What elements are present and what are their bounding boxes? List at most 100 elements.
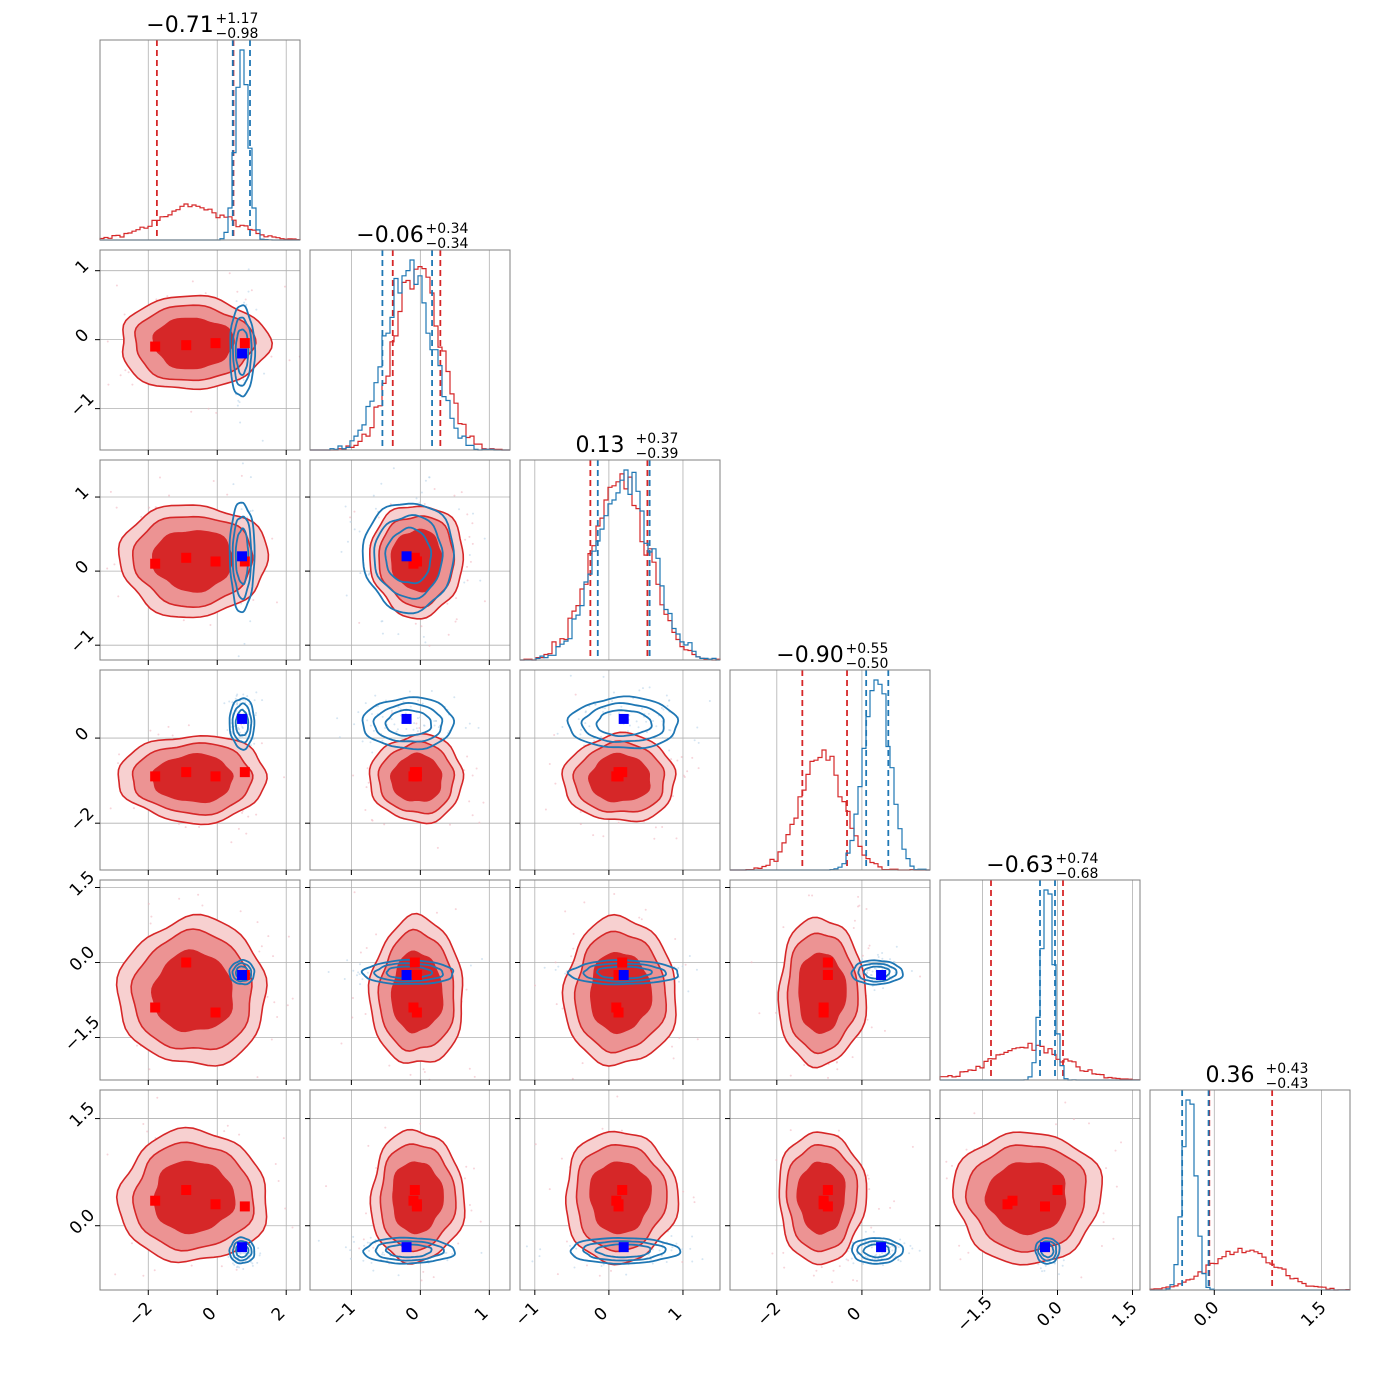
sample-point: [247, 815, 250, 818]
sample-point: [883, 1029, 886, 1032]
sample-point: [245, 832, 248, 835]
sample-point: [451, 1252, 454, 1255]
sample-point: [284, 1207, 287, 1210]
sample-point: [423, 1070, 426, 1073]
sample-point: [665, 694, 668, 697]
marker-blue: [401, 713, 412, 724]
sample-point: [466, 513, 469, 516]
panel-title-plus: +0.34: [426, 221, 469, 237]
sample-point: [415, 722, 418, 725]
sample-point: [553, 733, 556, 736]
sample-point: [353, 891, 356, 894]
marker-blue: [401, 551, 412, 562]
sample-point: [873, 967, 876, 970]
sample-point: [291, 1226, 294, 1229]
marker-red: [181, 1185, 192, 1195]
sample-point: [572, 932, 575, 935]
sample-point: [693, 739, 696, 742]
sample-point: [637, 726, 640, 729]
sample-point: [837, 1129, 840, 1132]
sample-point: [882, 1264, 885, 1267]
panel-title-value: −0.06: [356, 223, 423, 248]
sample-point: [424, 479, 427, 482]
sample-point: [381, 715, 384, 718]
sample-point: [416, 730, 419, 733]
sample-point: [366, 719, 369, 722]
panel-title-plus: +0.74: [1056, 851, 1099, 867]
sample-point: [472, 512, 475, 515]
sample-point: [381, 1253, 384, 1256]
sample-point: [870, 1246, 873, 1249]
scatter-panel-6-5: [935, 1089, 1141, 1295]
sample-point: [1044, 1264, 1047, 1267]
sample-point: [357, 711, 360, 714]
sample-point: [433, 488, 436, 491]
scatter-panel-5-3: [515, 879, 721, 1085]
sample-point: [453, 494, 456, 497]
sample-point: [303, 302, 305, 304]
sample-point: [881, 957, 884, 960]
sample-point: [113, 563, 116, 566]
marker-red: [150, 1195, 161, 1206]
sample-point: [317, 1239, 320, 1242]
contour-blue: [234, 328, 250, 376]
sample-point: [671, 1045, 674, 1048]
panel-title-plus: +0.37: [636, 431, 679, 447]
marker-red: [181, 552, 192, 563]
sample-point: [247, 268, 250, 271]
sample-point: [1057, 1273, 1060, 1276]
marker-blue: [237, 551, 248, 562]
sample-point: [454, 908, 457, 911]
sample-point: [610, 1269, 613, 1272]
sample-point: [353, 528, 356, 531]
sample-point: [415, 727, 418, 730]
sample-point: [468, 1203, 471, 1206]
scatter-panel-4-3: [515, 669, 721, 875]
sample-point: [692, 1196, 695, 1199]
sample-point: [232, 483, 235, 486]
sample-point: [140, 515, 143, 518]
sample-point: [277, 1180, 280, 1183]
sample-point: [478, 821, 481, 824]
contour-blue: [580, 702, 665, 743]
sample-point: [847, 1259, 850, 1262]
sample-point: [397, 706, 400, 709]
sample-point: [561, 1007, 564, 1010]
sample-point: [227, 1255, 230, 1258]
sample-point: [369, 741, 372, 744]
sample-point: [344, 505, 347, 508]
sample-point: [564, 972, 567, 975]
sample-point: [353, 510, 356, 513]
sample-point: [750, 961, 753, 964]
sample-point: [885, 1239, 888, 1242]
sample-point: [782, 926, 785, 929]
sample-point: [427, 1259, 430, 1262]
sample-point: [236, 726, 239, 729]
sample-point: [261, 699, 264, 702]
contour-blue: [384, 1243, 433, 1259]
sample-point: [668, 749, 671, 752]
sample-point: [130, 1242, 133, 1245]
sample-point: [701, 1258, 704, 1261]
sample-point: [571, 1077, 574, 1080]
sample-point: [409, 1073, 412, 1076]
marker-red: [818, 1007, 829, 1018]
sample-point: [950, 1164, 953, 1167]
sample-point: [371, 751, 374, 754]
sample-point: [560, 1157, 563, 1160]
sample-point: [233, 1263, 236, 1266]
sample-point: [420, 625, 423, 628]
sample-point: [242, 698, 245, 701]
sample-point: [480, 1251, 483, 1254]
sample-point: [361, 978, 364, 981]
sample-point: [271, 537, 274, 540]
sample-point: [241, 726, 244, 729]
sample-point: [362, 1238, 365, 1241]
sample-point: [602, 835, 605, 838]
panel-frame: [99, 669, 301, 871]
sample-point: [838, 1265, 841, 1268]
scatter-panel-6-1: [95, 1089, 301, 1295]
sample-point: [852, 1279, 855, 1282]
sample-point: [866, 1256, 869, 1259]
sample-point: [393, 723, 396, 726]
